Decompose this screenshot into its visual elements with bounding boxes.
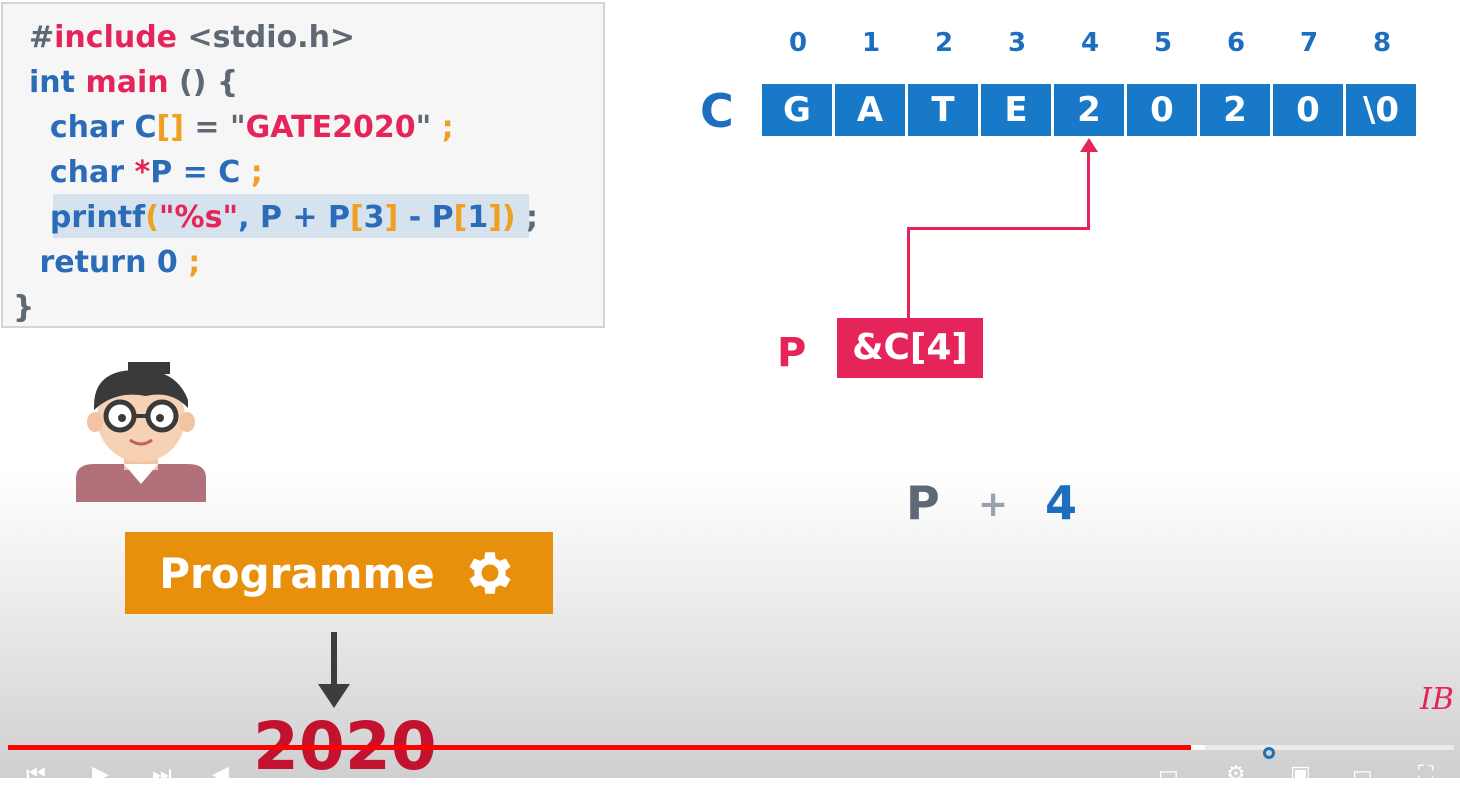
volume-icon[interactable]: ◀ [212,762,229,787]
programme-button: Programme [125,532,553,614]
code-token: return [29,245,157,280]
code-token: P = C [150,155,251,190]
code-token: ]) [488,200,516,235]
array-cell: 2 [1054,84,1126,136]
array-index-label: 5 [1153,28,1173,58]
code-token: "%s" [158,200,239,235]
code-line: char C[] = "GATE2020" ; [29,108,454,148]
code-token: " [415,110,442,145]
previous-icon[interactable]: ⏮ [26,762,46,787]
pointer-value-box: &C[4] [837,318,983,378]
array-cell: 2 [1200,84,1272,136]
pointer-arrowhead [1080,138,1098,152]
settings-icon[interactable]: ⚙ [1226,762,1246,787]
programme-label: Programme [159,548,435,598]
code-token: [ [349,200,364,235]
code-token: [ [453,200,468,235]
fullscreen-icon[interactable]: ⛶ [1418,762,1434,787]
array-index-label: 3 [1007,28,1027,58]
array-index-label: 6 [1226,28,1246,58]
next-icon[interactable]: ⏭ [152,762,172,787]
code-token: [] [156,110,184,145]
code-line: printf("%s", P + P[3] - P[1]) ; [29,198,538,238]
code-token: = " [183,110,246,145]
array-index-label: 7 [1299,28,1319,58]
code-token: 3 [363,200,385,235]
code-token: } [13,290,35,325]
code-token: C [134,110,157,145]
array-cell: T [908,84,980,136]
code-token: ; [441,110,454,145]
pointer-line-vertical-top [1087,150,1090,230]
code-token: 1 [467,200,489,235]
code-line: return 0 ; [29,243,200,283]
theater-icon[interactable]: ▭ [1352,762,1373,787]
array-index-label: 4 [1080,28,1100,58]
array-cell: 0 [1273,84,1345,136]
array-cell: A [835,84,907,136]
code-token: ( [145,200,159,235]
pointer-line-horizontal [907,227,1090,230]
code-token: main [85,65,169,100]
array-index-label: 0 [788,28,808,58]
down-arrow-icon [318,684,350,708]
code-token: char [29,110,135,145]
array-index-label: 1 [861,28,881,58]
pointer-line-vertical-bottom [907,227,910,319]
down-arrow-shaft [331,632,337,688]
array-cell: G [762,84,834,136]
array-name: C [700,84,734,138]
array-index-label: 8 [1372,28,1392,58]
code-token: int [29,65,86,100]
captions-icon[interactable]: ▭ [1158,762,1179,787]
video-buffer-bar [1190,745,1205,750]
code-line: char *P = C ; [29,153,263,193]
code-token: ; [177,245,201,280]
code-token: GATE2020 [245,110,416,145]
array-cell: E [981,84,1053,136]
code-panel: #include <stdio.h> int main () { char C[]… [1,2,605,328]
code-token: ; [250,155,263,190]
expression-right: 4 [1045,476,1078,530]
code-token: , P + P [238,200,350,235]
expression-left: P [906,476,940,530]
gear-icon [469,552,511,594]
code-line: int main () { [29,63,238,103]
array-cell: \0 [1346,84,1418,136]
code-token: <stdio.h> [177,20,356,55]
code-token: () { [168,65,239,100]
code-line: #include <stdio.h> [29,18,355,58]
code-line: } [13,288,34,328]
code-token: char [29,155,135,190]
programmer-avatar [76,362,206,502]
pointer-name: P [777,330,807,376]
code-token: 0 [156,245,178,280]
chapter-marker-icon[interactable] [1263,747,1275,759]
play-icon[interactable]: ▶ [92,762,109,787]
code-token: - P [398,200,454,235]
highlighted-line [53,194,529,238]
code-token: * [134,155,151,190]
array-index-label: 2 [934,28,954,58]
code-token: # [29,20,55,55]
expression-operator: + [978,484,1009,525]
video-progress-bar[interactable] [8,745,1191,750]
array-cell: 0 [1127,84,1199,136]
code-token: include [54,20,178,55]
code-token: ; [515,200,539,235]
channel-watermark[interactable]: IB [1420,682,1454,717]
code-token: ] [384,200,399,235]
miniplayer-icon[interactable]: ▣ [1290,762,1311,787]
code-token: printf [29,200,146,235]
